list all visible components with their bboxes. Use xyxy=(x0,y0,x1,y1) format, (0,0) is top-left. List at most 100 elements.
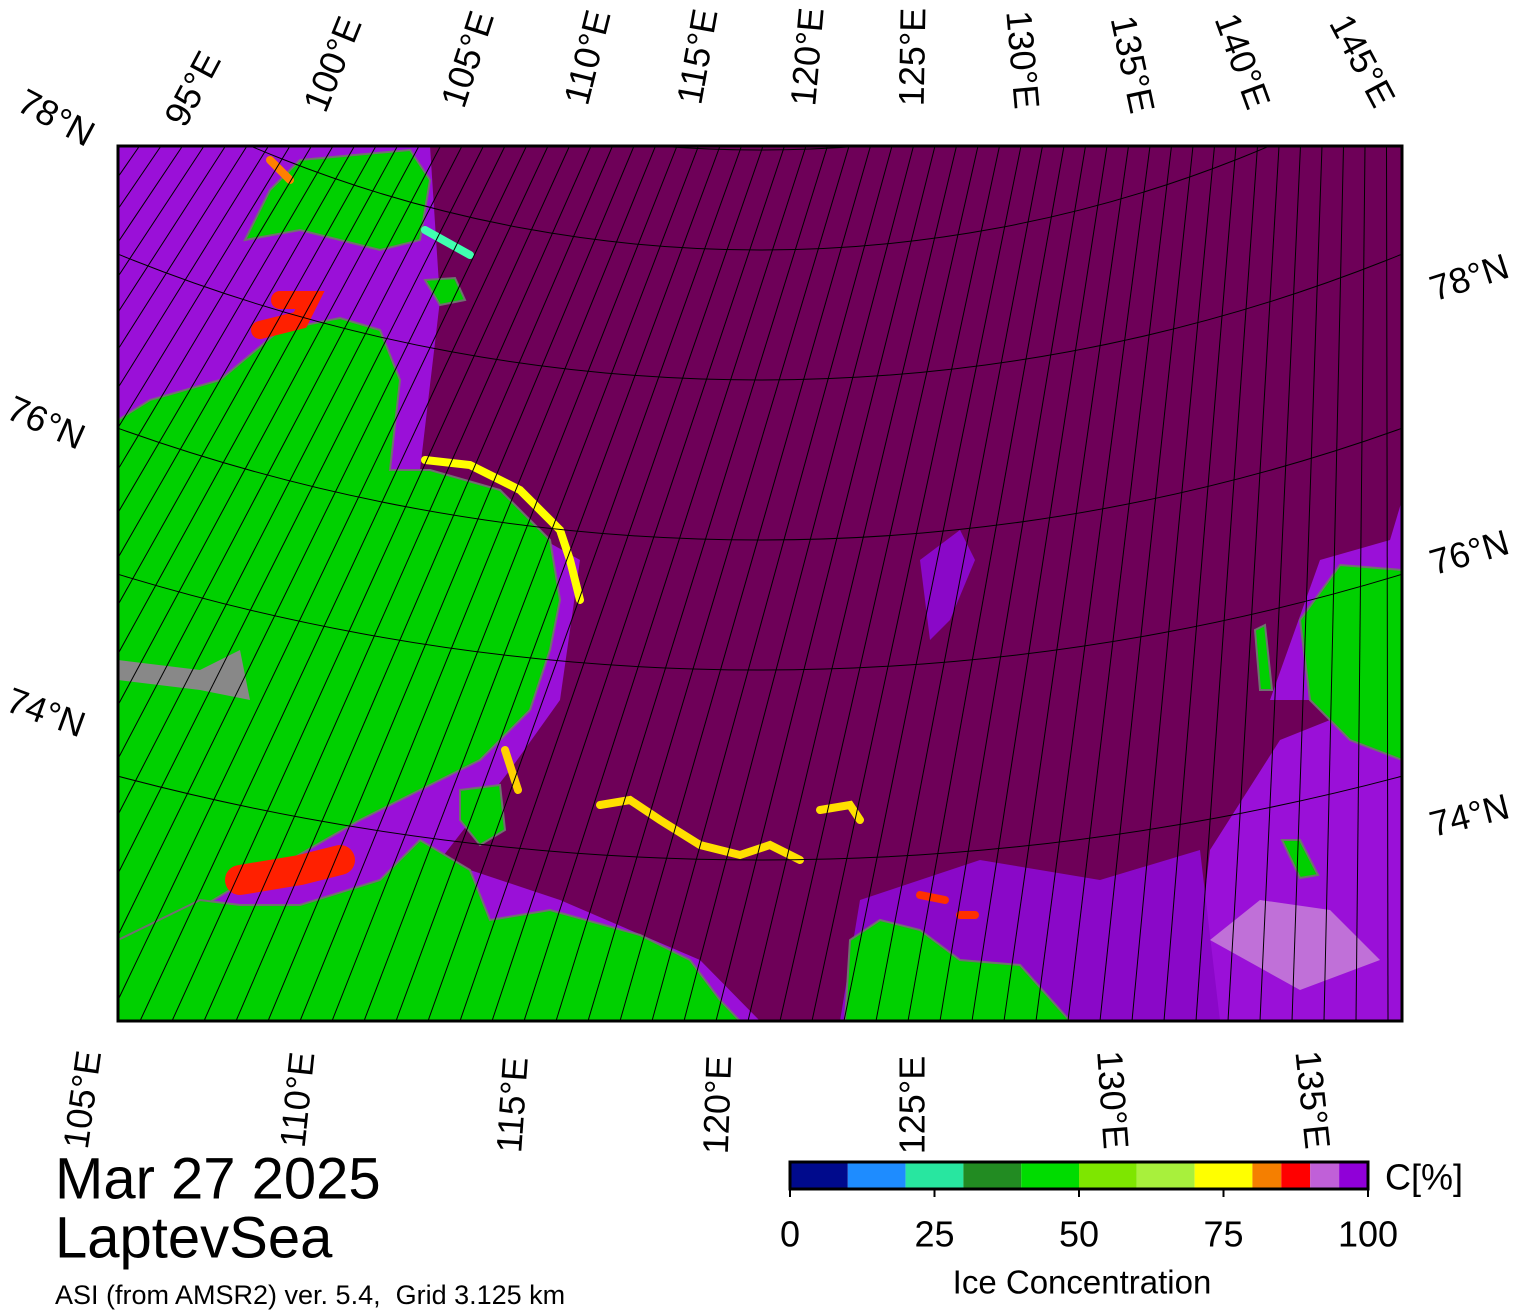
colorbar-tick-label: 75 xyxy=(1203,1214,1243,1255)
coord-label: 120°E xyxy=(695,1055,739,1155)
coord-label: 76°N xyxy=(1,387,91,457)
coord-label: 140°E xyxy=(1207,8,1279,115)
meridian xyxy=(299,146,656,1021)
meridian xyxy=(1386,146,1389,1021)
meridian xyxy=(491,146,785,1021)
coord-label: 115°E xyxy=(488,1056,536,1154)
meridian xyxy=(1227,146,1280,1021)
meridian xyxy=(971,146,1108,1021)
coord-label: 78°N xyxy=(11,80,101,154)
meridian xyxy=(843,146,1022,1021)
meridian xyxy=(715,146,936,1021)
colorbar-tick-label: 25 xyxy=(914,1214,954,1255)
meridian xyxy=(235,146,613,1021)
meridian xyxy=(779,146,979,1021)
parallel xyxy=(654,146,866,151)
colorbar-tick-label: 50 xyxy=(1059,1214,1099,1255)
meridian xyxy=(523,146,807,1021)
colorbar-bin xyxy=(1339,1162,1368,1189)
ice-patch xyxy=(920,530,975,640)
meridian xyxy=(555,146,828,1021)
colorbar-bin xyxy=(1021,1162,1079,1189)
meridian xyxy=(875,146,1043,1021)
coord-label: 110°E xyxy=(272,1050,323,1150)
land-patch xyxy=(118,650,250,700)
meridian xyxy=(118,146,463,816)
colorbar-bin xyxy=(1079,1162,1137,1189)
meridian xyxy=(267,146,635,1021)
coord-label: 135°E xyxy=(1287,1049,1338,1151)
meridian xyxy=(118,146,226,314)
colorbar-tick-label: 0 xyxy=(780,1214,800,1255)
colorbar-bin xyxy=(1252,1162,1282,1189)
region: LaptevSea xyxy=(55,1205,333,1270)
coord-label: 145°E xyxy=(1321,7,1403,113)
coord-label: 78°N xyxy=(1424,245,1513,309)
meridian xyxy=(118,146,312,471)
meridian xyxy=(118,146,377,606)
meridian xyxy=(171,146,570,1021)
meridian xyxy=(1291,146,1323,1021)
meridian xyxy=(1067,146,1172,1021)
colorbar-label: Ice Concentration xyxy=(953,1264,1212,1301)
colorbar-bin xyxy=(847,1162,906,1189)
meridian xyxy=(118,146,527,1002)
meridian xyxy=(1131,146,1215,1021)
meridian xyxy=(118,146,334,514)
coord-label: 74°N xyxy=(1425,785,1513,844)
meridian xyxy=(118,146,291,429)
meridian xyxy=(118,146,269,389)
graticule xyxy=(118,146,1420,1021)
meridian xyxy=(907,146,1065,1021)
meridian xyxy=(1195,146,1258,1021)
meridian xyxy=(118,146,441,760)
meridian xyxy=(139,146,549,1021)
coord-label: 105°E xyxy=(55,1048,109,1151)
colorbar-bin xyxy=(1310,1162,1340,1189)
meridian xyxy=(1408,146,1420,1021)
coord-label: 135°E xyxy=(1103,12,1164,117)
meridian xyxy=(427,146,742,1021)
meridian xyxy=(747,146,957,1021)
colorbar-bin xyxy=(1136,1162,1195,1189)
ice-edge xyxy=(225,156,979,919)
coord-label: 95°E xyxy=(156,44,229,133)
coord-label: 115°E xyxy=(669,6,726,107)
coord-label: 105°E xyxy=(432,6,501,112)
meridian xyxy=(1259,146,1301,1021)
colorbar-bin xyxy=(1281,1162,1311,1189)
coord-label: 74°N xyxy=(1,679,91,745)
coord-label: 120°E xyxy=(782,6,831,108)
coord-label: 130°E xyxy=(1089,1049,1137,1150)
colorbar-bin xyxy=(905,1162,964,1189)
coord-label: 110°E xyxy=(556,6,619,109)
meridian xyxy=(118,146,398,655)
meridian xyxy=(363,146,699,1021)
meridian xyxy=(1003,146,1129,1021)
colorbar-tick-label: 100 xyxy=(1338,1214,1398,1255)
meridian xyxy=(939,146,1086,1021)
meridian xyxy=(619,146,871,1021)
meridian xyxy=(683,146,914,1021)
date: Mar 27 2025 xyxy=(55,1146,381,1211)
meridian xyxy=(1035,146,1151,1021)
colorbar-bin xyxy=(963,1162,1022,1189)
meridian xyxy=(118,146,420,707)
coord-label: 76°N xyxy=(1425,521,1514,583)
meridian xyxy=(459,146,764,1021)
meridian xyxy=(118,146,506,937)
meridian xyxy=(587,146,850,1021)
meridian xyxy=(811,146,1000,1021)
map-frame xyxy=(116,144,1404,1023)
coord-label: 125°E xyxy=(891,7,934,106)
source: ASI (from AMSR2) ver. 5.4, Grid 3.125 km xyxy=(55,1280,565,1310)
meridian xyxy=(118,146,355,559)
meridian xyxy=(1163,146,1237,1021)
meridian xyxy=(203,146,592,1021)
map-area xyxy=(118,146,1420,1021)
meridian xyxy=(1355,146,1366,1021)
colorbar-bin xyxy=(790,1162,848,1189)
meridian xyxy=(395,146,721,1021)
parallel xyxy=(250,146,1270,251)
